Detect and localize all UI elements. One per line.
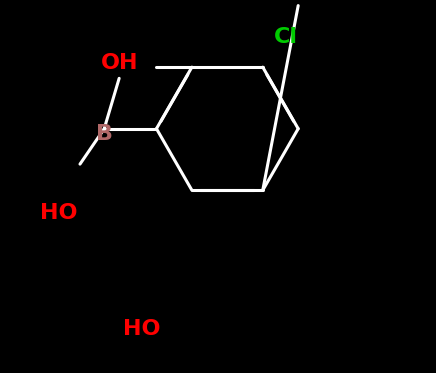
Text: HO: HO: [40, 203, 77, 223]
Text: B: B: [96, 124, 113, 144]
Text: OH: OH: [101, 53, 138, 73]
Text: HO: HO: [123, 319, 160, 339]
Text: Cl: Cl: [274, 27, 298, 47]
